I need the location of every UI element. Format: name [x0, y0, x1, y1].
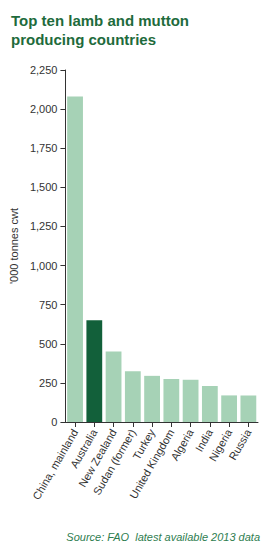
- svg-text:Russia: Russia: [226, 426, 254, 462]
- svg-text:1,500: 1,500: [30, 181, 58, 193]
- svg-text:0: 0: [51, 416, 57, 428]
- svg-text:2,250: 2,250: [30, 64, 58, 76]
- svg-text:1,000: 1,000: [30, 260, 58, 272]
- svg-text:Top ten lamb and mutton: Top ten lamb and mutton: [11, 12, 193, 29]
- svg-text:Sudan (former): Sudan (former): [90, 427, 138, 497]
- svg-text:1,250: 1,250: [30, 220, 58, 232]
- svg-text:New Zealand: New Zealand: [76, 427, 119, 490]
- svg-text:China, mainland: China, mainland: [30, 427, 81, 502]
- svg-text:250: 250: [39, 377, 57, 389]
- svg-text:Source: FAO latest available: Source: FAO latest available 2013 data: [66, 531, 260, 543]
- svg-text:producing countries: producing countries: [11, 31, 156, 48]
- svg-text:United Kingdom: United Kingdom: [127, 427, 176, 501]
- svg-text:750: 750: [39, 299, 57, 311]
- svg-text:India: India: [192, 427, 216, 454]
- svg-text:Algeria: Algeria: [168, 426, 196, 462]
- svg-text:1,750: 1,750: [30, 142, 58, 154]
- svg-text:2,000: 2,000: [30, 103, 58, 115]
- svg-text:Australia: Australia: [67, 427, 100, 470]
- svg-text:500: 500: [39, 338, 57, 350]
- svg-text:Turkey: Turkey: [130, 427, 158, 462]
- svg-text:Nigeria: Nigeria: [206, 427, 235, 464]
- svg-text:'000 tonnes cwt: '000 tonnes cwt: [8, 208, 20, 284]
